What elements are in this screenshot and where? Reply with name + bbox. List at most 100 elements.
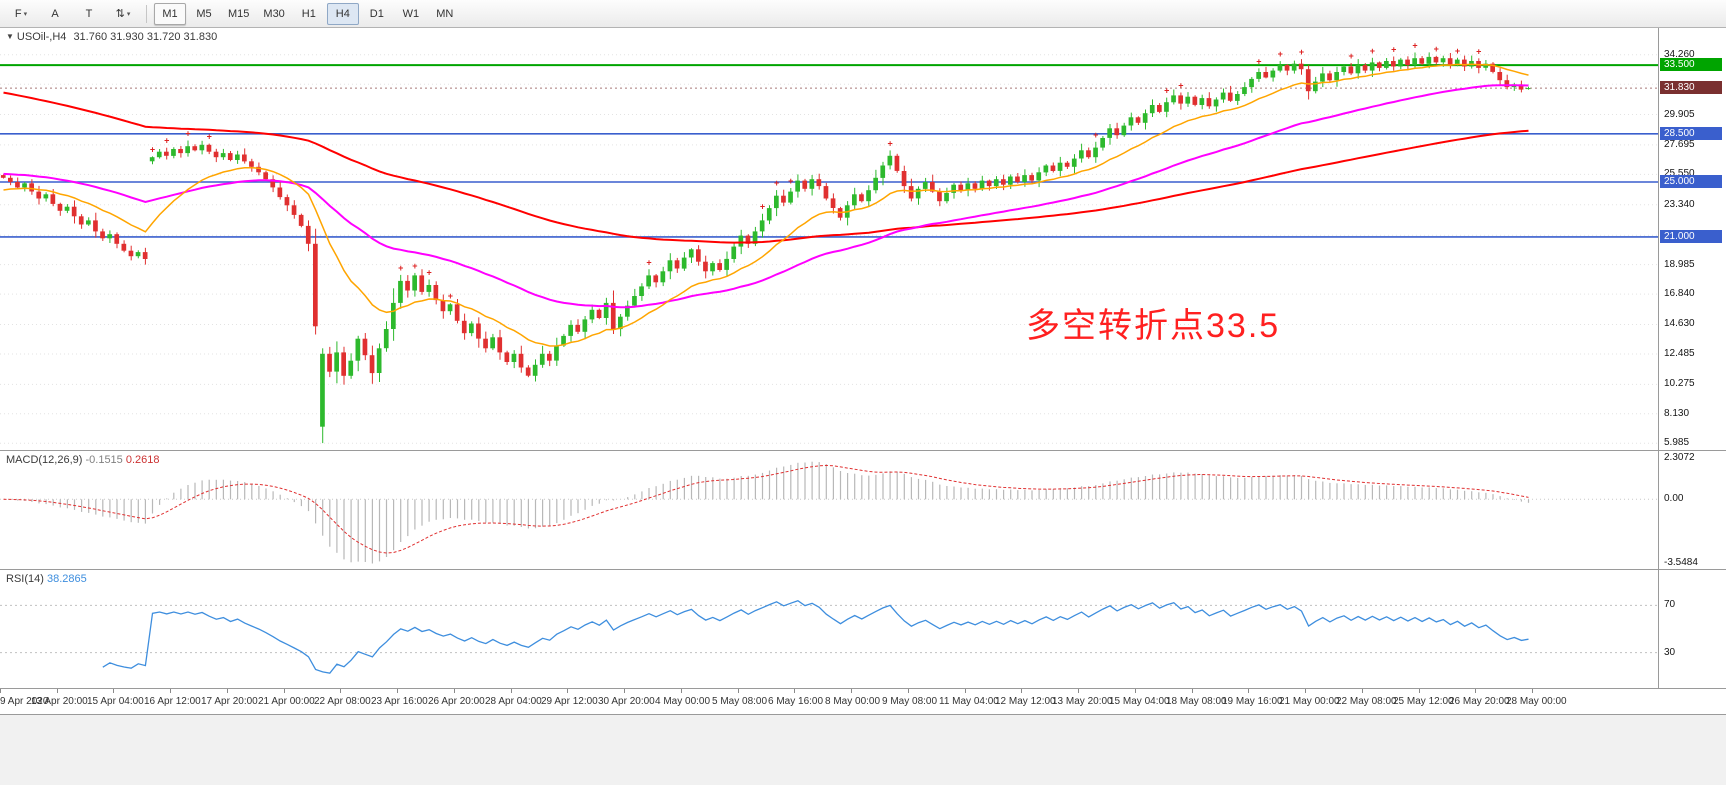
- sell-mark-icon: +: [1299, 47, 1304, 57]
- ohlc-values: 31.760 31.930 31.720 31.830: [73, 31, 218, 43]
- rsi-title: RSI(14) 38.2865: [6, 573, 87, 585]
- timeframe-button-mn[interactable]: MN: [436, 7, 454, 20]
- caret-icon: ▾: [126, 10, 131, 18]
- sell-mark-icon: +: [774, 178, 779, 188]
- timeframe-button-m30[interactable]: M30: [263, 7, 285, 20]
- time-tick: [511, 689, 512, 693]
- time-tick: [57, 689, 58, 693]
- time-axis-label: 18 May 08:00: [1166, 696, 1227, 707]
- toolbar-separator: [146, 4, 147, 23]
- sell-mark-icon: +: [1093, 130, 1098, 140]
- timeframe-button-m5[interactable]: M5: [196, 7, 212, 20]
- price-axis-label: 16.840: [1664, 288, 1695, 300]
- time-axis[interactable]: 9 Apr 2020 13 Apr 20:00 15 Apr 04:00 16 Apr…: [0, 689, 1726, 714]
- time-tick: [1192, 689, 1193, 693]
- sell-mark-icon: +: [150, 144, 155, 154]
- macd-chart[interactable]: [0, 451, 1658, 569]
- time-tick: [113, 689, 114, 693]
- price-axis-label: 18.985: [1664, 258, 1695, 270]
- rsi-chart[interactable]: [0, 570, 1658, 688]
- rsi-axis-label: 70: [1664, 599, 1676, 611]
- timeframe-button-d1[interactable]: D1: [369, 7, 384, 20]
- time-axis-label: 9 Apr 2020: [0, 696, 49, 707]
- time-tick: [284, 689, 285, 693]
- time-axis-label: 21 Apr 00:00: [258, 696, 315, 707]
- time-tick: [1419, 689, 1420, 693]
- annotate-button-icon: A: [51, 7, 59, 20]
- rsi-axis[interactable]: 70 30: [1658, 570, 1726, 688]
- price-axis-label: 29.905: [1664, 108, 1695, 120]
- time-tick: [624, 689, 625, 693]
- sell-mark-icon: +: [1348, 51, 1353, 61]
- sell-mark-icon: +: [1370, 46, 1375, 56]
- timeframe-button-h4[interactable]: H4: [326, 2, 359, 25]
- sell-mark-icon: +: [1434, 44, 1439, 54]
- time-axis-label: 30 Apr 20:00: [598, 696, 655, 707]
- timeframe-button-h1[interactable]: H1: [301, 7, 316, 20]
- time-tick: [794, 689, 795, 693]
- sell-mark-icon: +: [398, 263, 403, 273]
- time-axis-label: 11 May 04:00: [939, 696, 999, 707]
- level-price-box: 28.500: [1660, 126, 1722, 140]
- annotate-button[interactable]: A: [39, 3, 71, 25]
- macd-indicator-label: MACD(12,26,9): [6, 454, 83, 466]
- macd-axis[interactable]: 2.3072 0.00 -3.5484: [1658, 451, 1726, 569]
- text-tool-button[interactable]: T: [73, 3, 105, 25]
- sell-mark-icon: +: [646, 257, 651, 267]
- price-axis[interactable]: 34.260 29.905 27.695 25.550 23.340 18.985 16.8…: [1658, 28, 1726, 450]
- time-axis-label: 8 May 00:00: [825, 696, 881, 707]
- price-axis-label: 10.275: [1664, 378, 1695, 390]
- time-tick: [1532, 689, 1533, 693]
- symbols-button-icon: F: [14, 7, 22, 20]
- time-axis-label: 29 Apr 12:00: [541, 696, 598, 707]
- rsi-panel[interactable]: RSI(14) 38.2865 70 30: [0, 570, 1726, 689]
- sell-mark-icon: +: [1476, 46, 1481, 56]
- time-tick: [1305, 689, 1306, 693]
- symbol-timeframe-label: USOil-,H4: [16, 31, 67, 43]
- scale-button[interactable]: ⇅ ▾: [107, 3, 139, 25]
- time-axis-label: 23 Apr 16:00: [371, 696, 428, 707]
- time-tick: [567, 689, 568, 693]
- time-axis-label: 15 Apr 04:00: [87, 696, 144, 707]
- level-price-box: 33.500: [1660, 58, 1722, 72]
- price-axis-label: 5.985: [1664, 437, 1690, 449]
- price-axis-label: 8.130: [1664, 407, 1690, 419]
- time-tick: [1475, 689, 1476, 693]
- time-axis-label: 13 May 20:00: [1052, 696, 1113, 707]
- price-chart[interactable]: + + + + + + + + + + + + + + + + + + + + + + + + + +: [0, 28, 1658, 450]
- time-tick: [227, 689, 228, 693]
- rsi-line: [102, 599, 1529, 674]
- bottom-filler: [0, 715, 1726, 785]
- macd-axis-label: -3.5484: [1664, 556, 1698, 568]
- time-tick: [908, 689, 909, 693]
- time-tick: [0, 689, 1, 693]
- time-axis-label: 16 Apr 12:00: [144, 696, 201, 707]
- time-axis-label: 22 May 08:00: [1336, 696, 1397, 707]
- timeframe-button-m15[interactable]: M15: [228, 7, 250, 20]
- sell-mark-icon: +: [887, 138, 892, 148]
- price-axis-label: 27.695: [1664, 138, 1695, 150]
- sell-mark-icon: +: [1455, 46, 1460, 56]
- time-axis-label: 26 May 20:00: [1449, 696, 1510, 707]
- time-tick: [1135, 689, 1136, 693]
- timeframe-button-m1[interactable]: M1: [154, 2, 186, 25]
- macd-panel[interactable]: MACD(12,26,9) -0.1515 0.2618 2.3072 0.00 -…: [0, 451, 1726, 570]
- time-tick: [738, 689, 739, 693]
- chart-annotation: 多空转折点33.5: [1026, 307, 1281, 345]
- time-tick: [1021, 689, 1022, 693]
- price-panel[interactable]: + + + + + + + + + + + + + + + + + + + + + + + + + + ▼ USOil-,H4 31.…: [0, 28, 1726, 451]
- time-axis-label: 5 May 08:00: [712, 696, 768, 707]
- timeframe-button-w1[interactable]: W1: [402, 7, 420, 20]
- time-axis-label: 21 May 00:00: [1279, 696, 1340, 707]
- time-tick: [965, 689, 966, 693]
- time-axis-label: 13 Apr 20:00: [31, 696, 88, 707]
- macd-title: MACD(12,26,9) -0.1515 0.2618: [6, 454, 160, 466]
- candles: [0, 52, 1531, 444]
- sell-mark-icon: +: [1278, 49, 1283, 59]
- bid-price-box: 31.830: [1660, 81, 1722, 95]
- level-price-box: 21.000: [1660, 229, 1722, 243]
- macd-histogram: [10, 461, 1530, 564]
- symbols-button[interactable]: F ▾: [5, 3, 37, 25]
- sell-mark-icon: +: [412, 261, 417, 271]
- price-axis-label: 12.485: [1664, 347, 1695, 359]
